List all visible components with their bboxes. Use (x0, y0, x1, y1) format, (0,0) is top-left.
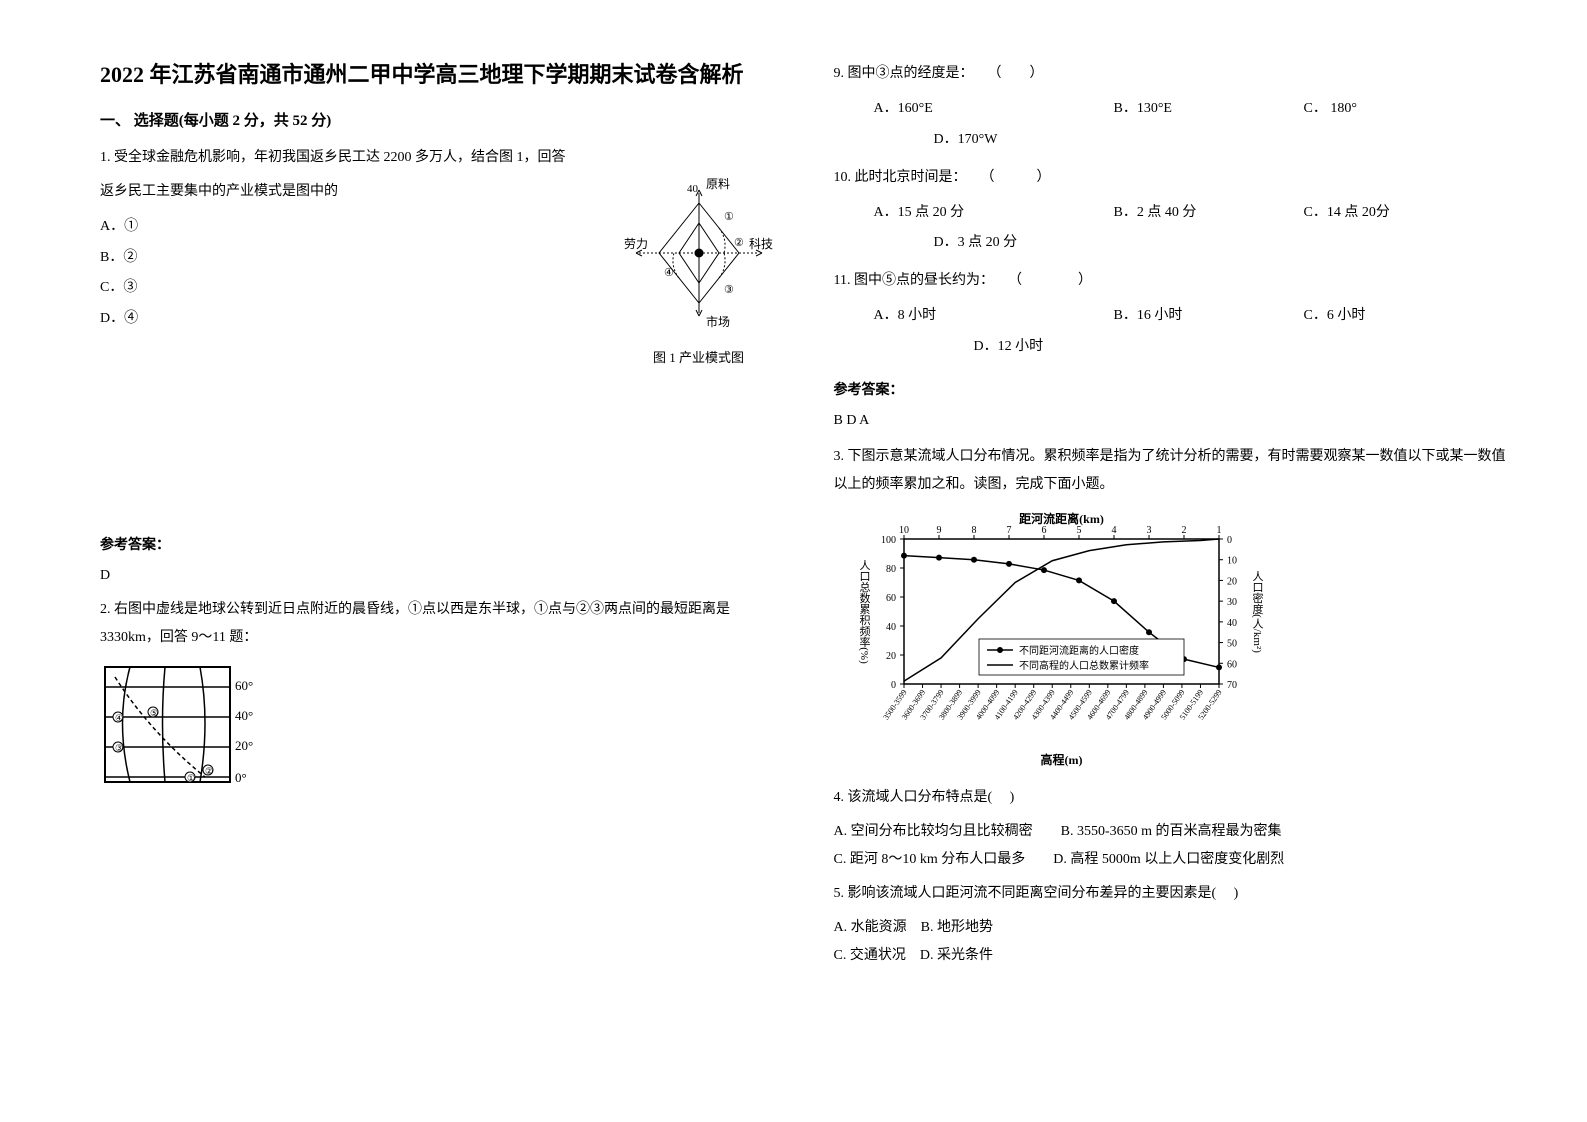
svg-text:3: 3 (1146, 525, 1151, 536)
q9-stem: 9. 图中③点的经度是： （ ） (834, 60, 1508, 88)
svg-text:60: 60 (886, 593, 896, 604)
q9-d: D．170°W (934, 125, 1134, 156)
svg-text:80: 80 (886, 564, 896, 575)
q5-d: D. 采光条件 (920, 948, 993, 963)
svg-text:9: 9 (936, 525, 941, 536)
left-column: 2022 年江苏省南通市通州二甲中学高三地理下学期期末试卷含解析 一、 选择题(… (100, 60, 774, 970)
svg-text:高程(m): 高程(m) (1040, 752, 1082, 767)
lat-20: 20° (235, 738, 253, 753)
q10-choices: A．15 点 20 分 B．2 点 40 分 C．14 点 20分 (874, 198, 1508, 229)
right-column: 9. 图中③点的经度是： （ ） A．160°E B．130°E C． 180°… (834, 60, 1508, 970)
axis-right: 科技 (749, 237, 773, 251)
svg-text:6: 6 (1041, 525, 1046, 536)
svg-text:100: 100 (881, 535, 896, 546)
svg-text:②: ② (734, 237, 744, 249)
svg-text:30: 30 (1227, 597, 1237, 608)
svg-text:不同高程的人口总数累计频率: 不同高程的人口总数累计频率 (1019, 659, 1149, 672)
svg-text:4: 4 (1111, 525, 1116, 536)
q10-d: D．3 点 20 分 (934, 228, 1134, 259)
figure-1: 40 原料 劳力 科技 市场 ① ② ③ ④ 图 1 产业模式图 (624, 178, 774, 366)
globe-diagram: ① ② ③ ④ ⑤ 60° 40° 20° 0° (100, 662, 270, 792)
figure-1-caption: 图 1 产业模式图 (624, 347, 774, 366)
q2-stem: 2. 右图中虚线是地球公转到近日点附近的晨昏线，①点以西是东半球，①点与②③两点… (100, 596, 774, 652)
q4-a: A. 空间分布比较均匀且比较稠密 (834, 824, 1033, 839)
q9-a: A．160°E (874, 94, 1114, 125)
svg-text:0: 0 (891, 680, 896, 691)
svg-text:60: 60 (1227, 659, 1237, 670)
figure-2: ① ② ③ ④ ⑤ 60° 40° 20° 0° (100, 662, 270, 797)
industry-model-diagram: 40 原料 劳力 科技 市场 ① ② ③ ④ (624, 178, 774, 338)
q10-c: C．14 点 20分 (1304, 198, 1454, 229)
q5-b: B. 地形地势 (921, 920, 993, 935)
svg-text:人口密度(人/km²): 人口密度(人/km²) (1251, 570, 1264, 653)
q9-choices: A．160°E B．130°E C． 180° (874, 94, 1508, 125)
axis-left: 劳力 (624, 237, 648, 251)
scale-label: 40 (687, 183, 699, 195)
q4-b: B. 3550-3650 m 的百米高程最为密集 (1061, 824, 1282, 839)
svg-text:10: 10 (1227, 555, 1237, 566)
svg-text:5: 5 (1076, 525, 1081, 536)
q9-c: C． 180° (1304, 94, 1454, 125)
svg-text:不同距河流距离的人口密度: 不同距河流距离的人口密度 (1019, 644, 1139, 657)
svg-text:③: ③ (115, 743, 123, 753)
exam-title: 2022 年江苏省南通市通州二甲中学高三地理下学期期末试卷含解析 (100, 60, 774, 91)
q10-stem: 10. 此时北京时间是： （ ） (834, 164, 1508, 192)
q3-stem: 3. 下图示意某流域人口分布情况。累积频率是指为了统计分析的需要，有时需要观察某… (834, 443, 1508, 499)
q9-b: B．130°E (1114, 94, 1304, 125)
q1-answer: D (100, 562, 774, 590)
q5-c: C. 交通状况 (834, 948, 906, 963)
q4-d: D. 高程 5000m 以上人口密度变化剧烈 (1053, 852, 1284, 867)
q11-choices: A．8 小时 B．16 小时 C．6 小时 (874, 301, 1508, 332)
answer-heading-1: 参考答案： (100, 534, 774, 554)
svg-text:40: 40 (1227, 618, 1237, 629)
q4-block: 4. 该流域人口分布特点是( ) A. 空间分布比较均匀且比较稠密 B. 355… (834, 784, 1508, 970)
svg-text:④: ④ (664, 267, 674, 279)
svg-text:①: ① (724, 211, 734, 223)
figure-3: 距河流距离(km) 10 9 8 7 6 5 4 3 2 1 100 80 60 40 20 0 0 10 20 30 4… (834, 509, 1274, 774)
svg-text:20: 20 (1227, 576, 1237, 587)
svg-text:0: 0 (1227, 535, 1232, 546)
svg-text:⑤: ⑤ (150, 708, 158, 718)
q10-a: A．15 点 20 分 (874, 198, 1114, 229)
q11-a: A．8 小时 (874, 301, 1114, 332)
q4-stem: 4. 该流域人口分布特点是( ) (834, 784, 1508, 812)
svg-text:①: ① (187, 773, 195, 783)
q10-b: B．2 点 40 分 (1114, 198, 1304, 229)
q5-a: A. 水能资源 (834, 920, 907, 935)
q11-b: B．16 小时 (1114, 301, 1304, 332)
svg-text:8: 8 (971, 525, 976, 536)
svg-text:③: ③ (724, 284, 734, 296)
answer-heading-2: 参考答案： (834, 379, 1508, 399)
q1-stem: 1. 受全球金融危机影响，年初我国返乡民工达 2200 多万人，结合图 1，回答 (100, 144, 774, 172)
q9-11-answer: B D A (834, 407, 1508, 435)
axis-top: 原料 (706, 178, 730, 191)
q11-c: C．6 小时 (1304, 301, 1454, 332)
q4-c: C. 距河 8～10 km 分布人口最多 (834, 852, 1026, 867)
q11-stem: 11. 图中⑤点的昼长约为： （ ） (834, 267, 1508, 295)
section-heading: 一、 选择题(每小题 2 分，共 52 分) (100, 109, 774, 130)
svg-text:1: 1 (1216, 525, 1221, 536)
svg-text:②: ② (205, 766, 213, 776)
axis-bottom: 市场 (706, 314, 730, 329)
svg-text:70: 70 (1227, 680, 1237, 691)
svg-text:距河流距离(km): 距河流距离(km) (1019, 511, 1104, 526)
population-chart: 距河流距离(km) 10 9 8 7 6 5 4 3 2 1 100 80 60 40 20 0 0 10 20 30 4… (834, 509, 1274, 769)
svg-text:50: 50 (1227, 638, 1237, 649)
svg-text:④: ④ (115, 713, 123, 723)
svg-text:20: 20 (886, 651, 896, 662)
q5-stem: 5. 影响该流域人口距河流不同距离空间分布差异的主要因素是( ) (834, 880, 1508, 908)
svg-text:2: 2 (1181, 525, 1186, 536)
svg-text:7: 7 (1006, 525, 1011, 536)
q11-d: D．12 小时 (974, 332, 1174, 363)
svg-text:人口总数累积频率(%): 人口总数累积频率(%) (858, 559, 871, 664)
svg-text:10: 10 (899, 525, 909, 536)
svg-text:40: 40 (886, 622, 896, 633)
lat-60: 60° (235, 678, 253, 693)
lat-40: 40° (235, 708, 253, 723)
lat-0: 0° (235, 770, 247, 785)
